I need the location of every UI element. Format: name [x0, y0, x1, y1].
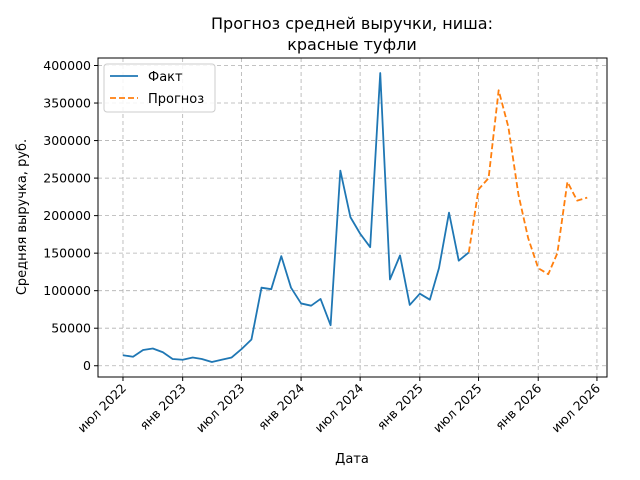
x-tick-label: июл 2025 — [430, 381, 485, 436]
plot-border — [97, 57, 608, 378]
x-tick-label: июл 2022 — [74, 381, 129, 436]
y-tick-label: 250000 — [43, 171, 91, 186]
y-tick-label: 400000 — [43, 58, 91, 73]
legend-label-fact: Факт — [148, 70, 183, 85]
y-tick-label: 300000 — [43, 133, 91, 148]
x-tick-label: июл 2024 — [311, 380, 366, 435]
y-tick-label: 100000 — [43, 283, 91, 298]
y-tick-label: 0 — [83, 358, 91, 373]
legend-label-forecast: Прогноз — [148, 92, 204, 107]
x-tick-label: янв 2023 — [137, 381, 189, 433]
legend: Факт Прогноз — [103, 63, 216, 113]
series-line-0 — [122, 72, 470, 363]
series-layer — [122, 72, 588, 363]
chart-title-line-2: красные туфли — [287, 35, 417, 54]
x-tick-label: янв 2026 — [492, 380, 544, 432]
chart-title-line-1: Прогноз средней выручки, ниша: — [211, 14, 493, 33]
x-axis: июл 2022 янв 2023 июл 2023 янв 2024 июл 2024… — [74, 377, 603, 435]
x-axis-label: Дата — [335, 452, 369, 467]
series-line-1 — [467, 89, 588, 276]
x-tick-label: июл 2023 — [193, 381, 248, 436]
x-tick-label: янв 2024 — [255, 380, 307, 432]
x-tick-label: янв 2025 — [374, 381, 426, 433]
y-tick-label: 350000 — [43, 96, 91, 111]
x-tick-label: июл 2026 — [548, 380, 603, 435]
y-axis: 0 50000 100000 150000 200000 250000 300000 3500… — [43, 58, 98, 373]
y-tick-label: 200000 — [43, 208, 91, 223]
y-tick-label: 150000 — [43, 246, 91, 261]
y-axis-label: Средняя выручка, руб. — [15, 139, 30, 295]
y-tick-label: 50000 — [51, 321, 91, 336]
